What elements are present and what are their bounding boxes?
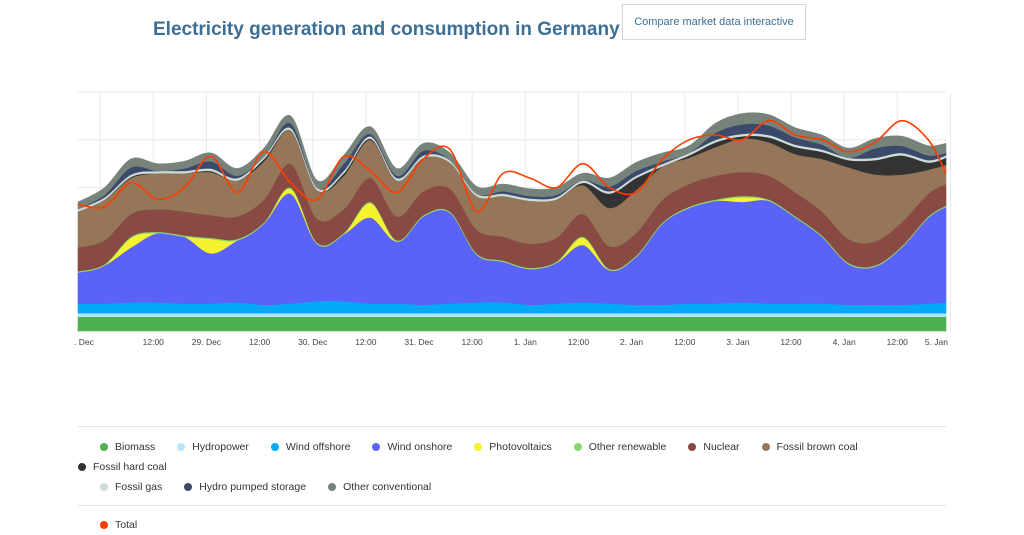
x-tick-label: 1. Jan (514, 337, 537, 347)
legend-item-nuclear[interactable]: Nuclear (688, 437, 740, 457)
x-tick-label: 29. Dec (192, 337, 222, 347)
legend-dot-icon (270, 443, 279, 451)
legend-label: Other conventional (343, 481, 432, 493)
compare-market-data-button[interactable]: Compare market data interactive (622, 4, 806, 40)
legend-item-fossil-hard-coal[interactable]: Fossil hard coal (78, 457, 167, 477)
chart-areas (77, 112, 947, 332)
legend-item-hydropower[interactable]: Hydropower (177, 437, 249, 457)
legend-dot-icon (688, 443, 697, 451)
legend-dot-icon (100, 483, 108, 491)
legend-label: Hydropower (192, 441, 249, 453)
legend-dot-icon (177, 443, 186, 451)
x-tick-label: 12:00 (462, 337, 484, 347)
x-tick-label: 3. Jan (726, 337, 749, 347)
legend-dot-icon (100, 521, 108, 529)
legend-label: Other renewable (588, 441, 667, 453)
area-biomass (77, 316, 947, 332)
legend-label: Fossil brown coal (776, 441, 858, 453)
legend-dot-icon (328, 483, 337, 491)
chart-legend: Biomass Hydropower Wind offshore Wind onsho… (78, 426, 946, 535)
legend-dot-icon (100, 443, 108, 451)
page-title: Electricity generation and consumption i… (153, 19, 620, 40)
legend-row: Total (78, 515, 946, 535)
x-tick-label: 12:00 (568, 337, 590, 347)
x-tick-label: 30. Dec (298, 337, 328, 347)
x-tick-label: 12:00 (887, 337, 909, 347)
legend-dot-icon (372, 443, 381, 451)
legend-dot-icon (184, 483, 193, 491)
x-tick-label: 5. Jan (925, 337, 948, 347)
legend-dot-icon (78, 463, 86, 471)
legend-label: Total (115, 519, 138, 531)
legend-label: Wind onshore (387, 441, 453, 453)
x-tick-label: . Dec (74, 337, 95, 347)
legend-label: Hydro pumped storage (199, 481, 307, 493)
legend-item-photovoltaics[interactable]: Photovoltaics (474, 437, 552, 457)
chart: . Dec 12:00 29. Dec 12:00 30. Dec 12:00 31. De… (74, 91, 951, 347)
area-hydropower (77, 312, 947, 318)
x-tick-label: 12:00 (674, 337, 696, 347)
x-tick-label: 12:00 (780, 337, 802, 347)
x-tick-label: 4. Jan (833, 337, 856, 347)
line-total (77, 119, 947, 213)
legend-item-fossil-gas[interactable]: Fossil gas (100, 477, 162, 497)
x-tick-label: 12:00 (143, 337, 165, 347)
legend-item-biomass[interactable]: Biomass (100, 437, 155, 457)
legend-item-total[interactable]: Total (100, 515, 137, 535)
legend-item-hydro-pumped-storage[interactable]: Hydro pumped storage (184, 477, 306, 497)
legend-item-wind-offshore[interactable]: Wind offshore (270, 437, 351, 457)
area-other-conventional (77, 112, 947, 210)
legend-item-other-conventional[interactable]: Other conventional (328, 477, 431, 497)
x-tick-label: 12:00 (355, 337, 377, 347)
legend-row: Biomass Hydropower Wind offshore Wind onsho… (78, 437, 946, 477)
legend-label: Nuclear (703, 441, 740, 453)
legend-dot-icon (474, 443, 483, 451)
legend-item-wind-onshore[interactable]: Wind onshore (372, 437, 452, 457)
legend-label: Fossil gas (115, 481, 163, 493)
legend-item-fossil-brown-coal[interactable]: Fossil brown coal (761, 437, 858, 457)
x-axis-ticks: . Dec 12:00 29. Dec 12:00 30. Dec 12:00 31. De… (74, 337, 948, 347)
legend-row: Fossil gas Hydro pumped storage Other conv… (78, 477, 946, 497)
x-tick-label: 12:00 (249, 337, 271, 347)
legend-item-other-renewable[interactable]: Other renewable (573, 437, 667, 457)
legend-total-section: Total (78, 505, 946, 535)
x-tick-label: 2. Jan (620, 337, 643, 347)
legend-dot-icon (573, 443, 582, 451)
legend-label: Biomass (115, 441, 156, 453)
chart-lines (77, 119, 947, 213)
legend-label: Wind offshore (285, 441, 351, 453)
legend-label: Fossil hard coal (93, 461, 167, 473)
legend-label: Photovoltaics (489, 441, 552, 453)
legend-dot-icon (761, 443, 770, 451)
x-tick-label: 31. Dec (404, 337, 434, 347)
